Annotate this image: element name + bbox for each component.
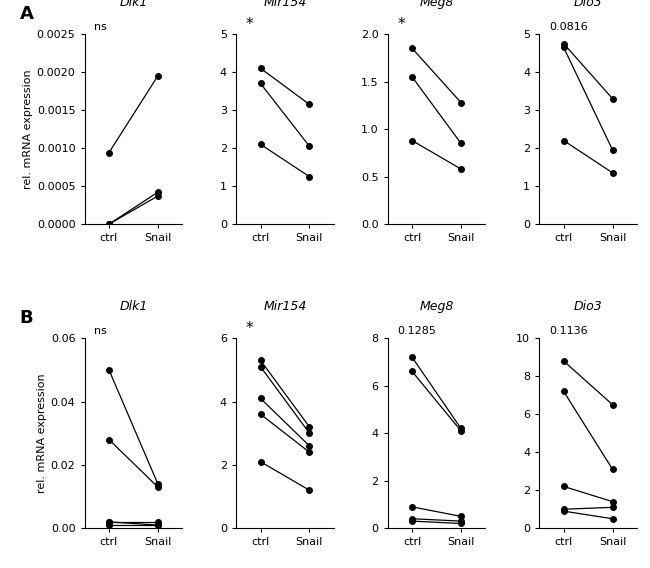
Text: Meg8: Meg8 (419, 0, 454, 10)
Text: Dio3: Dio3 (574, 0, 603, 10)
Text: *: * (246, 17, 254, 32)
Text: 0.1285: 0.1285 (397, 326, 436, 336)
Text: A: A (20, 5, 33, 23)
Text: *: * (397, 17, 405, 32)
Text: 0.1136: 0.1136 (549, 326, 588, 336)
Text: Dlk1: Dlk1 (119, 0, 148, 10)
Text: ns: ns (94, 326, 107, 336)
Text: Mir154: Mir154 (263, 300, 307, 314)
Text: Dlk1: Dlk1 (119, 300, 148, 314)
Text: 0.0816: 0.0816 (549, 22, 588, 32)
Text: Meg8: Meg8 (419, 300, 454, 314)
Y-axis label: rel. mRNA expression: rel. mRNA expression (23, 69, 32, 189)
Text: B: B (20, 309, 33, 327)
Y-axis label: rel. mRNA expression: rel. mRNA expression (36, 373, 47, 493)
Text: Mir154: Mir154 (263, 0, 307, 10)
Text: Dio3: Dio3 (574, 300, 603, 314)
Text: ns: ns (94, 22, 107, 32)
Text: *: * (246, 321, 254, 336)
